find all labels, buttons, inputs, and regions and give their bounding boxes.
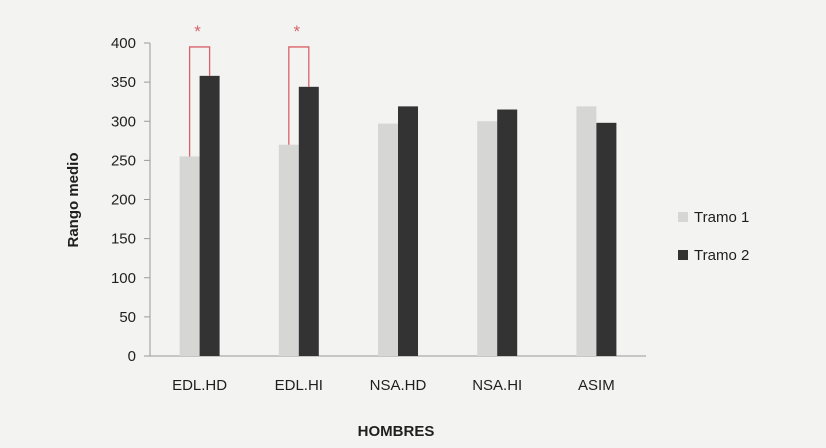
y-tick-label: 50 xyxy=(119,309,136,326)
bar-tramo-1-nsa-hd xyxy=(378,123,398,356)
y-tick-label: 400 xyxy=(111,35,136,52)
legend-label: Tramo 1 xyxy=(694,209,749,226)
legend-label: Tramo 2 xyxy=(694,247,749,264)
bar-tramo-2-edl-hi xyxy=(298,86,319,356)
bars xyxy=(179,75,617,357)
bar-tramo-1-edl-hd xyxy=(179,156,200,356)
bar-tramo-2-nsa-hi xyxy=(497,109,518,356)
significance-bracket xyxy=(288,46,310,145)
significance-markers: * * xyxy=(188,22,310,157)
bar-tramo-2-nsa-hd xyxy=(398,106,418,356)
x-tick-label: EDL.HD xyxy=(172,377,227,394)
x-tick-label: EDL.HI xyxy=(275,377,323,394)
x-tick-label: NSA.HI xyxy=(472,377,522,394)
bar-tramo-1-nsa-hi xyxy=(477,121,498,356)
y-tick-label: 0 xyxy=(128,348,136,365)
y-axis-title: Rango medio xyxy=(65,152,82,247)
legend-swatch xyxy=(678,212,688,222)
y-tick-label: 250 xyxy=(111,152,136,169)
y-tick-label: 300 xyxy=(111,113,136,130)
x-axis: EDL.HD EDL.HI NSA.HD NSA.HI ASIM xyxy=(150,355,646,394)
y-axis: 0 50 100 150 200 250 300 350 400 xyxy=(111,35,151,365)
y-tick-label: 100 xyxy=(111,270,136,287)
significance-bracket xyxy=(188,46,211,157)
x-tick-label: ASIM xyxy=(578,377,615,394)
x-tick-label: NSA.HD xyxy=(370,377,427,394)
y-tick-label: 350 xyxy=(111,74,136,91)
bar-tramo-1-edl-hi xyxy=(278,144,299,356)
bar-tramo-1-asim xyxy=(576,106,597,356)
significance-label: * xyxy=(194,22,201,41)
y-tick-label: 150 xyxy=(111,231,136,248)
legend-swatch xyxy=(678,250,688,260)
legend: Tramo 1 Tramo 2 xyxy=(678,209,749,264)
y-tick-label: 200 xyxy=(111,192,136,209)
bar-tramo-2-edl-hd xyxy=(199,75,220,357)
x-axis-title: HOMBRES xyxy=(358,423,435,440)
significance-label: * xyxy=(293,22,300,41)
bar-tramo-2-asim xyxy=(596,122,617,356)
